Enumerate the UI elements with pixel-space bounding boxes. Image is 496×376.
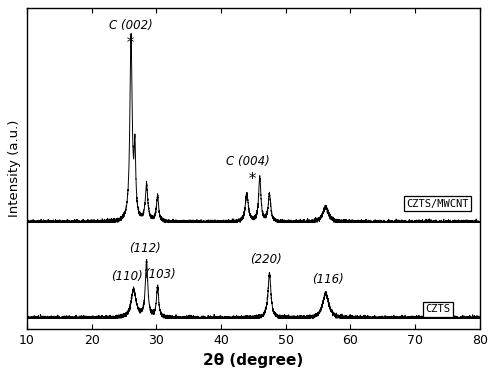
Text: CZTS: CZTS — [425, 304, 450, 314]
Y-axis label: Intensity (a.u.): Intensity (a.u.) — [8, 120, 21, 217]
Text: (116): (116) — [312, 273, 344, 286]
Text: *: * — [126, 36, 135, 51]
X-axis label: 2θ (degree): 2θ (degree) — [203, 353, 304, 368]
Text: C (004): C (004) — [226, 155, 270, 168]
Text: CZTS/MWCNT: CZTS/MWCNT — [406, 199, 469, 209]
Text: (110): (110) — [111, 270, 143, 283]
Text: (103): (103) — [144, 268, 176, 280]
Text: (220): (220) — [250, 253, 282, 266]
Text: (112): (112) — [129, 242, 161, 255]
Text: C (002): C (002) — [109, 19, 152, 32]
Text: *: * — [248, 172, 256, 187]
